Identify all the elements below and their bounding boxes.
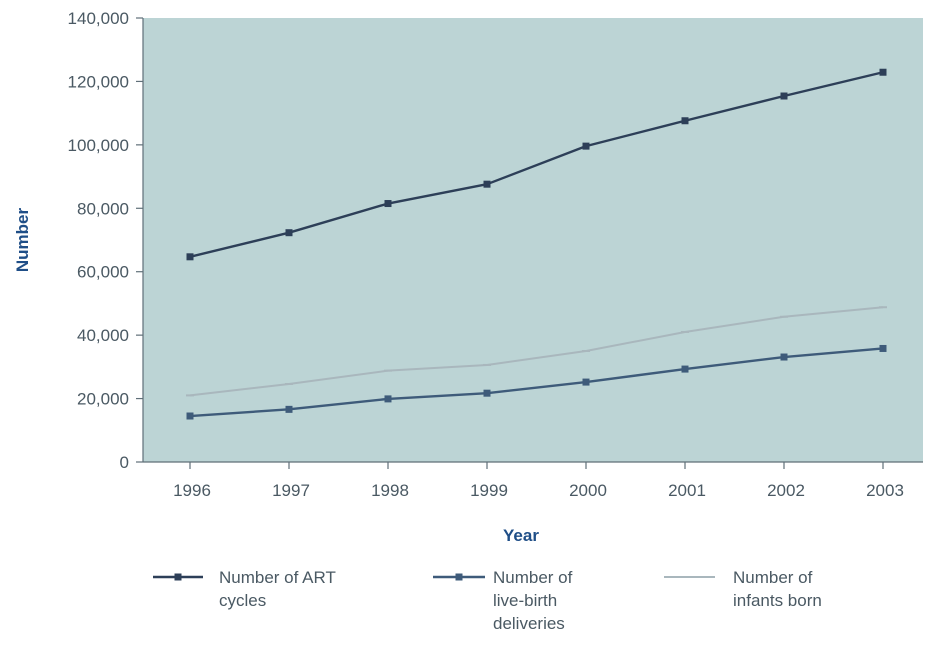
legend-label: Number of infants born — [733, 568, 822, 610]
y-tick-label: 140,000 — [68, 9, 129, 28]
y-tick-label: 60,000 — [77, 263, 129, 282]
y-axis-title: Number — [13, 208, 32, 273]
x-tick-label: 1999 — [470, 481, 508, 500]
data-point — [879, 68, 887, 76]
y-tick-label: 0 — [120, 453, 129, 472]
y-tick-label: 80,000 — [77, 199, 129, 218]
legend-label: Number of live-birth deliveries — [493, 568, 573, 633]
data-point — [384, 395, 392, 403]
x-tick-label: 1996 — [173, 481, 211, 500]
data-point — [285, 405, 293, 413]
legend: Number of ART cycles Number of live-birth de… — [153, 568, 822, 633]
x-axis-ticks: 1996 1997 1998 1999 2000 2001 2002 2003 — [173, 462, 904, 500]
x-tick-label: 2000 — [569, 481, 607, 500]
data-point — [384, 200, 392, 208]
x-tick-label: 1998 — [371, 481, 409, 500]
data-point — [483, 180, 491, 188]
legend-swatch-marker — [455, 573, 463, 581]
legend-swatch-marker — [174, 573, 182, 581]
series-layer — [186, 68, 887, 420]
data-point — [186, 412, 194, 420]
data-point — [681, 117, 689, 125]
series-line — [189, 306, 884, 397]
legend-item-2: Number of infants born — [664, 568, 822, 610]
x-tick-label: 2001 — [668, 481, 706, 500]
data-point — [780, 353, 788, 361]
legend-item-1: Number of live-birth deliveries — [433, 568, 573, 633]
series-line — [189, 347, 884, 418]
x-tick-label: 2002 — [767, 481, 805, 500]
data-point — [483, 389, 491, 397]
x-tick-label: 2003 — [866, 481, 904, 500]
data-point — [186, 253, 194, 261]
series-2 — [186, 306, 887, 397]
x-axis-title: Year — [503, 526, 539, 545]
y-axis-ticks: 0 20,000 40,000 60,000 80,000 100,000 120,000 1… — [68, 9, 143, 472]
y-tick-label: 100,000 — [68, 136, 129, 155]
series-1 — [186, 344, 887, 420]
data-point — [582, 142, 590, 150]
data-point — [879, 344, 887, 352]
legend-item-0: Number of ART cycles — [153, 568, 336, 610]
y-tick-label: 120,000 — [68, 72, 129, 91]
data-point — [681, 365, 689, 373]
data-point — [285, 229, 293, 237]
series-0 — [186, 68, 887, 261]
legend-label: Number of ART cycles — [219, 568, 336, 610]
y-tick-label: 20,000 — [77, 390, 129, 409]
y-tick-label: 40,000 — [77, 326, 129, 345]
series-line — [189, 71, 884, 258]
data-point — [582, 378, 590, 386]
x-tick-label: 1997 — [272, 481, 310, 500]
data-point — [780, 92, 788, 100]
